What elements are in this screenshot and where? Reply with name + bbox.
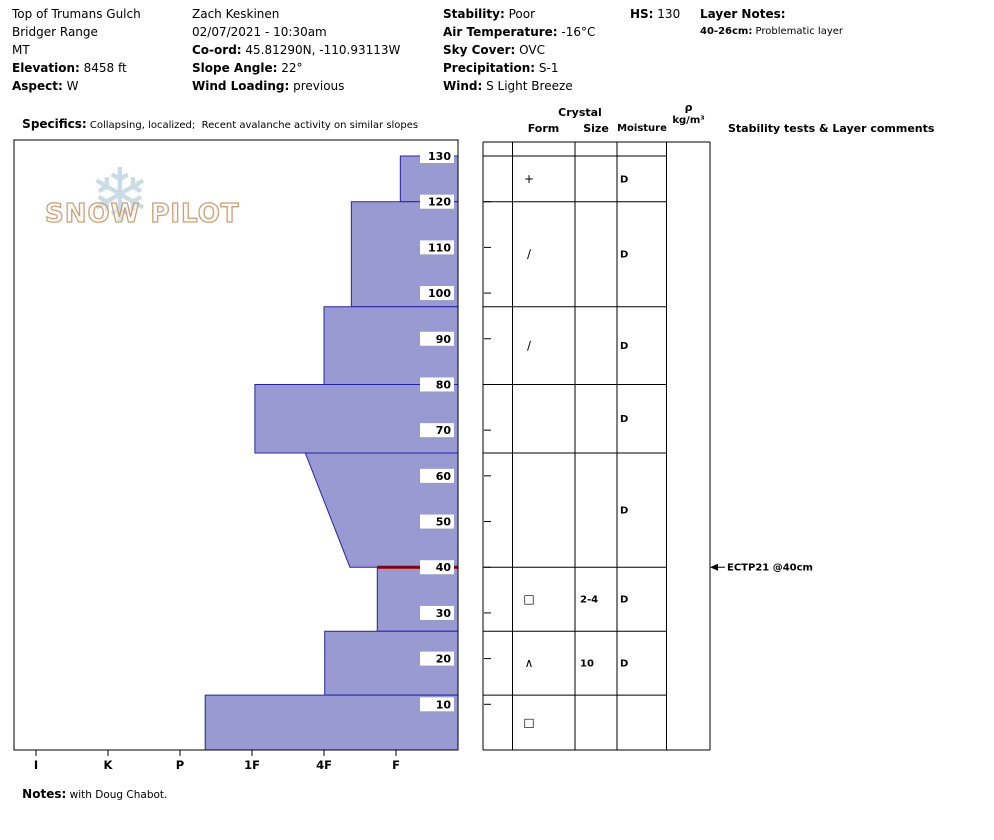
depth-axis-label: 110 — [428, 241, 451, 254]
grain-form-symbol-decomposing-fragments: ∕ — [527, 339, 532, 353]
depth-axis-label: 20 — [436, 653, 452, 666]
layer-note: 40-26cm: Problematic layer — [700, 26, 843, 37]
grain-form-symbol-faceted-crystals: □ — [523, 716, 534, 730]
moisture-value: D — [620, 250, 628, 261]
depth-axis-label: 70 — [436, 424, 452, 437]
grain-form-symbol-decomposing-fragments: ∕ — [527, 247, 532, 261]
moisture-value: D — [620, 506, 628, 517]
wind-loading: Wind Loading: previous — [192, 79, 345, 93]
depth-label-bg — [420, 468, 454, 483]
depth-label-bg — [420, 697, 454, 712]
state: MT — [12, 43, 30, 57]
depth-axis-label: 90 — [436, 333, 452, 346]
wind: Wind: S Light Breeze — [443, 79, 573, 93]
conditions-block: Stability: Poor Air Temperature: -16°C S… — [443, 5, 595, 95]
hardness-axis-label: P — [176, 758, 184, 772]
snowflake-icon: ❄ — [89, 153, 152, 239]
depth-label-bg — [420, 651, 454, 666]
stability-test-label: ECTP21 @40cm — [727, 563, 813, 574]
depth-axis-label: 10 — [436, 698, 452, 711]
depth-label-bg — [420, 560, 454, 575]
left-arrow-icon — [710, 563, 718, 571]
slope-angle: Slope Angle: 22° — [192, 61, 303, 75]
grain-size-value: 2-4 — [580, 595, 598, 606]
col-header-size: Size — [583, 122, 609, 135]
notes-line: Notes: with Doug Chabot. — [22, 787, 168, 801]
snow-layer-bar — [376, 566, 459, 632]
aspect: Aspect: W — [12, 79, 79, 93]
col-header-form: Form — [527, 122, 560, 135]
precipitation: Precipitation: S-1 — [443, 61, 559, 75]
depth-label-bg — [420, 423, 454, 438]
coordinates: Co-ord: 45.81290N, -110.93113W — [192, 43, 401, 57]
col-header-density-symbol: ρ — [684, 101, 693, 114]
location-block: Top of Trumans Gulch Bridger Range MT El… — [12, 5, 141, 95]
depth-axis-label: 100 — [428, 287, 451, 300]
observation-datetime: 02/07/2021 - 10:30am — [192, 25, 327, 39]
depth-label-bg — [420, 286, 454, 301]
grain-size-value: 10 — [580, 659, 594, 670]
depth-label-bg — [420, 149, 454, 163]
snow-height-block: HS: 130 — [630, 5, 680, 23]
observer-name: Zach Keskinen — [192, 7, 280, 21]
col-header-comments: Stability tests & Layer comments — [728, 122, 935, 135]
hardness-axis-label: 1F — [244, 758, 260, 772]
stability: Stability: Poor — [443, 7, 536, 21]
grain-form-symbol-precipitation-particles: + — [524, 172, 534, 186]
snow-layer-bar — [254, 383, 459, 454]
depth-label-bg — [420, 240, 454, 255]
layer-notes-title: Layer Notes: — [700, 7, 786, 21]
moisture-value: D — [620, 414, 628, 425]
sky-cover: Sky Cover: OVC — [443, 43, 545, 57]
snowpilot-watermark: ❄ SNOW PILOT — [44, 159, 239, 247]
watermark-text: SNOW PILOT — [44, 198, 240, 229]
depth-axis-label: 60 — [436, 470, 452, 483]
col-header-moisture: Moisture — [617, 123, 667, 134]
moisture-value: D — [620, 174, 628, 185]
depth-label-bg — [420, 514, 454, 529]
total-snow-height: HS: 130 — [630, 7, 681, 21]
hardness-axis-label: F — [392, 758, 400, 772]
depth-label-bg — [420, 377, 454, 392]
depth-axis-label: 30 — [436, 607, 452, 620]
depth-axis-label: 120 — [428, 196, 451, 209]
hardness-axis-label: K — [104, 758, 114, 772]
moisture-value: D — [620, 659, 628, 670]
observer-block: Zach Keskinen 02/07/2021 - 10:30am Co-or… — [192, 5, 400, 95]
col-header-density-units: kg/m³ — [672, 115, 705, 126]
plot-border — [13, 139, 459, 751]
depth-axis-label: 130 — [428, 150, 451, 163]
mountain-range: Bridger Range — [12, 25, 98, 39]
moisture-value: D — [620, 595, 628, 606]
hardness-axis-label: 4F — [316, 758, 332, 772]
layer-notes-block: Layer Notes: 40-26cm: Problematic layer — [700, 5, 843, 40]
depth-axis-label: 80 — [436, 378, 452, 391]
depth-label-bg — [420, 605, 454, 620]
moisture-value: D — [620, 341, 628, 352]
col-header-crystal: Crystal — [558, 106, 602, 119]
depth-axis-label: 50 — [436, 516, 452, 529]
elevation: Elevation: 8458 ft — [12, 61, 127, 75]
depth-axis-label: 40 — [436, 561, 452, 574]
air-temperature: Air Temperature: -16°C — [443, 25, 596, 39]
hardness-axis-label: I — [34, 758, 38, 772]
depth-label-bg — [420, 194, 454, 209]
grain-form-symbol-faceted-crystals: □ — [523, 592, 534, 606]
grain-form-symbol-depth-hoar: ∧ — [525, 656, 534, 670]
pit-name: Top of Trumans Gulch — [12, 7, 141, 21]
depth-label-bg — [420, 331, 454, 346]
specifics-line: Specifics: Collapsing, localized; Recent… — [22, 117, 419, 131]
